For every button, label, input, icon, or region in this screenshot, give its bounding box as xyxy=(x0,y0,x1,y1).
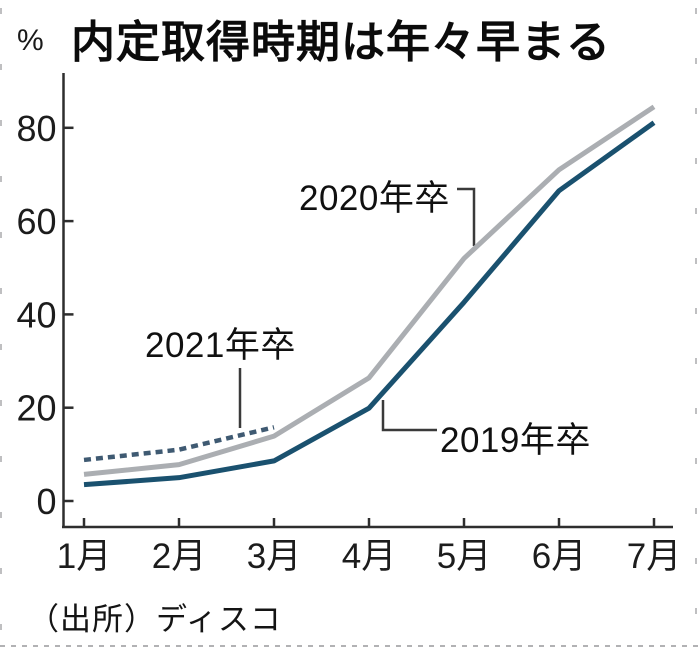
x-tick-label: 3月 xyxy=(247,537,301,576)
y-tick-label: 0 xyxy=(36,481,56,522)
annotation-connector-2020 xyxy=(457,187,476,246)
source-note: （出所）ディスコ xyxy=(28,602,282,637)
series-label-2019: 2019年卒 xyxy=(440,421,591,460)
chart-title: 内定取得時期は年々早まる xyxy=(71,18,611,67)
x-tick-label: 4月 xyxy=(342,537,396,576)
y-tick-label: 20 xyxy=(16,388,56,429)
series-line-2021年卒 xyxy=(83,425,275,463)
y-tick-label: 40 xyxy=(16,294,56,335)
x-tick-label: 7月 xyxy=(627,537,681,576)
x-tick-label: 6月 xyxy=(532,537,586,576)
x-tick-label: 1月 xyxy=(57,537,111,576)
annotation-connector-2019 xyxy=(381,400,437,432)
y-axis-unit-label: % xyxy=(17,24,44,57)
x-tick-label: 5月 xyxy=(437,537,491,576)
x-tick-label: 2月 xyxy=(152,537,206,576)
y-tick-label: 80 xyxy=(16,108,56,149)
series-label-2021: 2021年卒 xyxy=(145,326,296,365)
series-line-2020年卒 xyxy=(83,104,656,477)
y-tick-label: 60 xyxy=(16,201,56,242)
series-label-2020: 2020年卒 xyxy=(299,179,450,218)
series-line-2019年卒 xyxy=(83,120,656,488)
